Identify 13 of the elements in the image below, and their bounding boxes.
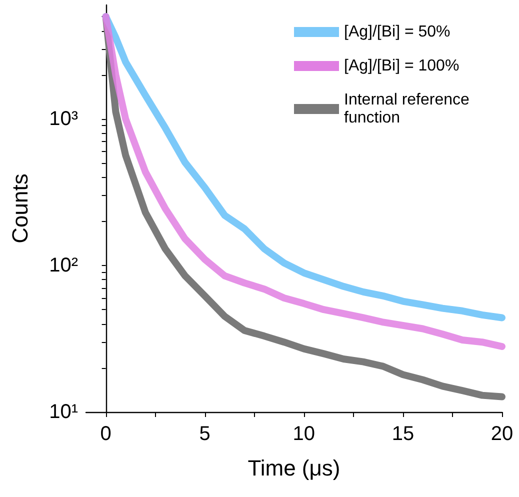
x-tick-label: 15 bbox=[392, 423, 414, 445]
y-tick-label: 10² bbox=[49, 254, 78, 276]
legend-label: [Ag]/[Bi] = 100% bbox=[344, 58, 460, 74]
x-tick-label: 5 bbox=[199, 423, 210, 445]
x-tick-label: 10 bbox=[292, 423, 316, 445]
x-tick-label: 0 bbox=[100, 423, 112, 445]
legend-label: [Ag]/[Bi] = 50% bbox=[344, 24, 450, 40]
legend-label: Internal reference function bbox=[344, 92, 474, 126]
x-tick-label: 20 bbox=[490, 423, 514, 445]
y-axis-title: Counts bbox=[8, 174, 32, 244]
y-tick-label: 10³ bbox=[49, 108, 78, 130]
x-axis-title: Time (μs) bbox=[248, 456, 340, 480]
y-tick-label: 10¹ bbox=[49, 401, 78, 423]
